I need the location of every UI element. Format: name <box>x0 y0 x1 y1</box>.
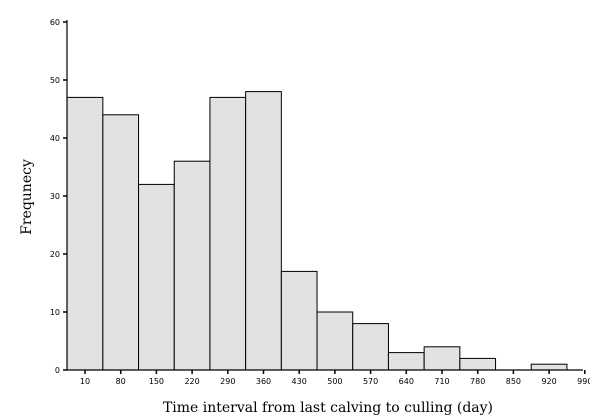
x-tick-label: 990 <box>577 377 590 386</box>
x-tick-label: 710 <box>434 377 449 386</box>
histogram-bar <box>245 91 282 371</box>
histogram-bar <box>209 96 247 371</box>
x-tick-label: 290 <box>220 377 235 386</box>
histogram-bar <box>102 114 140 371</box>
histogram-bar <box>138 183 175 371</box>
histogram-bar <box>280 270 318 371</box>
y-tick-label: 30 <box>50 192 60 201</box>
y-tick-label: 40 <box>50 134 60 143</box>
histogram-bar <box>387 352 425 371</box>
x-tick-label: 780 <box>470 377 485 386</box>
histogram-bar <box>530 363 568 371</box>
x-tick-label: 920 <box>541 377 556 386</box>
histogram-bar <box>316 311 354 371</box>
x-tick-label: 360 <box>256 377 271 386</box>
x-tick-label: 10 <box>80 377 90 386</box>
histogram-bar <box>352 323 389 371</box>
histogram-bar <box>459 357 497 371</box>
y-tick-label: 10 <box>50 308 60 317</box>
histogram-bar <box>423 346 461 371</box>
x-tick-label: 850 <box>506 377 521 386</box>
y-tick-label: 20 <box>50 250 60 259</box>
x-axis-title: Time interval from last calving to culli… <box>163 400 493 416</box>
x-tick-label: 220 <box>184 377 199 386</box>
x-tick-label: 80 <box>116 377 126 386</box>
bar-group <box>66 91 568 371</box>
y-axis: 0 10 20 30 40 50 60 <box>50 18 68 375</box>
histogram-bar <box>66 96 104 371</box>
x-tick-label: 150 <box>149 377 164 386</box>
y-tick-label: 60 <box>50 18 60 27</box>
x-tick-label: 570 <box>363 377 378 386</box>
y-axis-title: Frequnecy <box>19 159 35 235</box>
y-tick-label: 50 <box>50 76 60 85</box>
histogram-bar <box>173 160 211 371</box>
y-tick-label: 0 <box>55 366 60 375</box>
x-tick-label: 430 <box>292 377 307 386</box>
x-tick-label: 640 <box>399 377 414 386</box>
x-tick-label: 500 <box>327 377 342 386</box>
x-axis: 10 80 150 220 290 360 430 500 570 640 710 780 850 920… <box>67 369 590 386</box>
